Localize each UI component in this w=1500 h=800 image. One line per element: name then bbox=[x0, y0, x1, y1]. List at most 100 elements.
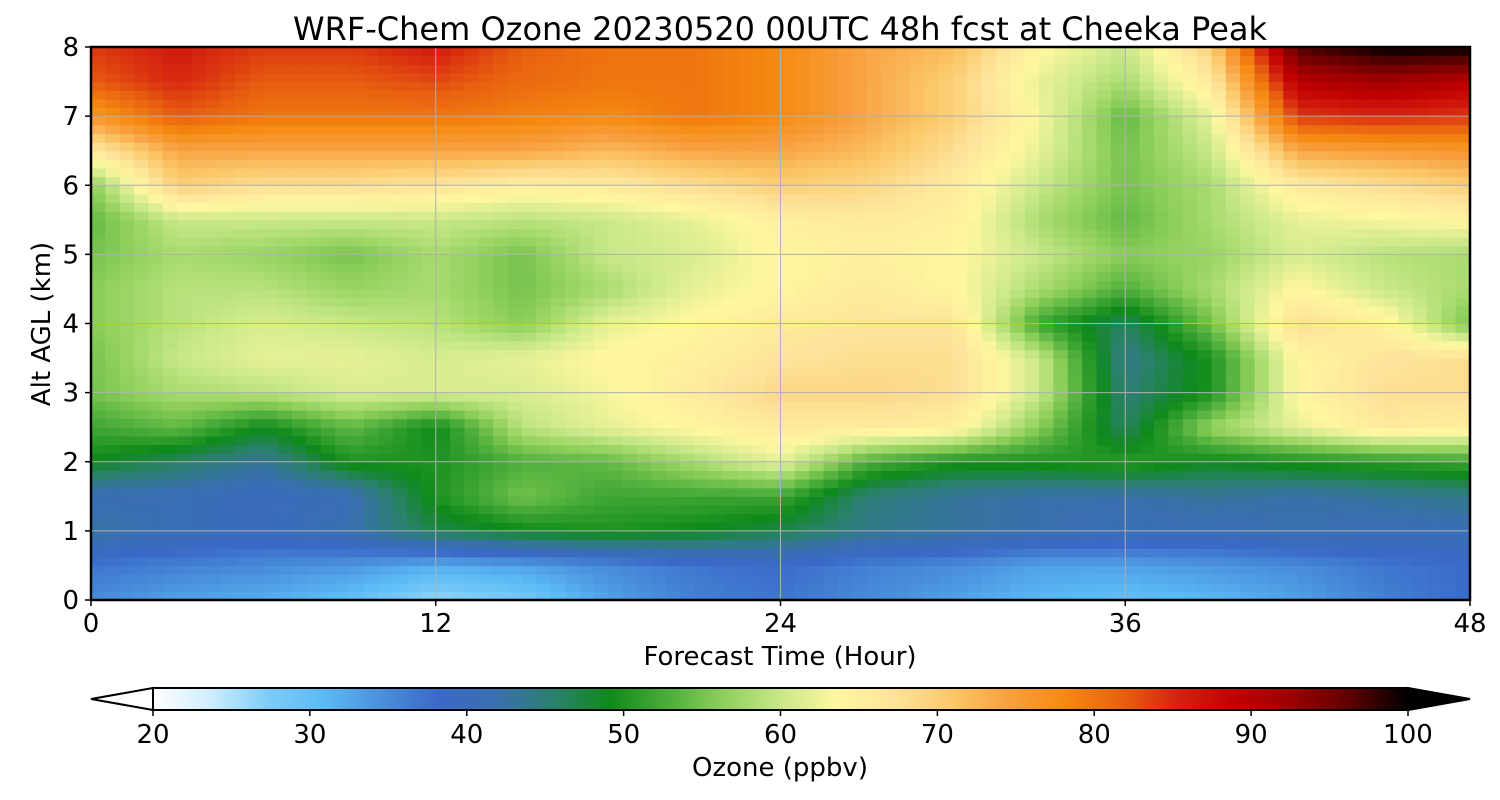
heatmap-cell bbox=[550, 539, 566, 549]
heatmap-cell bbox=[924, 332, 940, 342]
heatmap-cell bbox=[493, 582, 509, 592]
heatmap-cell bbox=[981, 444, 997, 454]
heatmap-cell bbox=[636, 219, 652, 230]
heatmap-cell bbox=[837, 496, 853, 506]
heatmap-cell bbox=[1441, 306, 1457, 316]
heatmap-cell bbox=[119, 263, 135, 273]
heatmap-cell bbox=[1067, 219, 1083, 230]
heatmap-cell bbox=[1125, 228, 1141, 238]
heatmap-cell bbox=[938, 358, 954, 368]
heatmap-cell bbox=[450, 582, 466, 592]
heatmap-cell bbox=[1211, 401, 1227, 411]
heatmap-cell bbox=[1326, 349, 1342, 359]
heatmap-cell bbox=[837, 366, 853, 376]
heatmap-cell bbox=[263, 401, 279, 411]
heatmap-cell bbox=[220, 193, 236, 204]
heatmap-cell bbox=[1139, 461, 1155, 471]
heatmap-cell bbox=[507, 314, 523, 325]
heatmap-cell bbox=[292, 522, 308, 532]
heatmap-cell bbox=[1311, 150, 1327, 160]
heatmap-cell bbox=[708, 530, 724, 541]
heatmap-cell bbox=[177, 392, 193, 402]
heatmap-cell bbox=[1225, 565, 1241, 575]
heatmap-cell bbox=[1326, 228, 1342, 238]
heatmap-cell bbox=[536, 435, 552, 446]
heatmap-cell bbox=[723, 340, 738, 351]
heatmap-cell bbox=[1412, 548, 1428, 558]
heatmap-cell bbox=[895, 332, 911, 342]
heatmap-cell bbox=[1311, 332, 1327, 342]
heatmap-cell bbox=[1254, 375, 1270, 385]
heatmap-cell bbox=[723, 332, 738, 342]
heatmap-cell bbox=[1383, 263, 1399, 273]
heatmap-cell bbox=[378, 513, 394, 523]
heatmap-cell bbox=[694, 297, 710, 307]
heatmap-cell bbox=[1010, 522, 1026, 532]
heatmap-cell bbox=[1326, 556, 1342, 567]
heatmap-cell bbox=[306, 444, 322, 454]
heatmap-cell bbox=[1441, 185, 1457, 195]
heatmap-cell bbox=[1053, 513, 1069, 523]
heatmap-cell bbox=[1398, 548, 1414, 558]
heatmap-cell bbox=[694, 332, 710, 342]
heatmap-cell bbox=[148, 487, 164, 497]
heatmap-cell bbox=[679, 288, 695, 299]
heatmap-cell bbox=[550, 496, 566, 506]
heatmap-cell bbox=[1024, 556, 1040, 567]
heatmap-cell bbox=[1182, 323, 1198, 333]
heatmap-cell bbox=[1311, 340, 1327, 351]
heatmap-cell bbox=[909, 591, 925, 600]
heatmap-cell bbox=[1297, 280, 1313, 290]
heatmap-cell bbox=[723, 401, 738, 411]
heatmap-cell bbox=[1355, 409, 1371, 420]
heatmap-cell bbox=[1268, 159, 1284, 169]
heatmap-cell bbox=[1455, 470, 1470, 480]
heatmap-cell bbox=[766, 332, 782, 342]
heatmap-cell bbox=[234, 496, 250, 506]
heatmap-cell bbox=[622, 280, 638, 290]
heatmap-cell bbox=[1039, 427, 1055, 437]
heatmap-cell bbox=[134, 254, 150, 264]
heatmap-cell bbox=[1412, 522, 1428, 532]
heatmap-cell bbox=[320, 211, 336, 221]
heatmap-cell bbox=[177, 522, 193, 532]
heatmap-cell bbox=[1082, 522, 1098, 532]
heatmap-cell bbox=[349, 530, 365, 541]
heatmap-cell bbox=[306, 574, 322, 584]
heatmap-cell bbox=[593, 288, 609, 299]
heatmap-cell bbox=[392, 548, 408, 558]
heatmap-cell bbox=[205, 349, 221, 359]
heatmap-cell bbox=[464, 392, 480, 402]
heatmap-cell bbox=[148, 556, 164, 567]
heatmap-cell bbox=[1168, 453, 1184, 463]
heatmap-cell bbox=[1297, 237, 1313, 247]
heatmap-cell bbox=[995, 383, 1011, 394]
heatmap-cell bbox=[1297, 401, 1313, 411]
heatmap-cell bbox=[435, 323, 451, 333]
heatmap-cell bbox=[306, 193, 322, 204]
heatmap-cell bbox=[995, 332, 1011, 342]
heatmap-cell bbox=[407, 176, 422, 186]
heatmap-cell bbox=[1197, 522, 1213, 532]
heatmap-cell bbox=[924, 418, 940, 428]
heatmap-cell bbox=[938, 427, 954, 437]
heatmap-cell bbox=[1283, 202, 1299, 212]
heatmap-cell bbox=[1254, 366, 1270, 376]
heatmap-cell bbox=[622, 548, 638, 558]
heatmap-cell bbox=[995, 487, 1011, 497]
heatmap-cell bbox=[1096, 323, 1112, 333]
heatmap-cell bbox=[881, 591, 897, 600]
heatmap-cell bbox=[1082, 340, 1098, 351]
heatmap-cell bbox=[363, 366, 379, 376]
heatmap-cell bbox=[809, 323, 825, 333]
heatmap-cell bbox=[881, 375, 897, 385]
heatmap-cell bbox=[536, 539, 552, 549]
heatmap-cell bbox=[1412, 219, 1428, 230]
heatmap-cell bbox=[349, 582, 365, 592]
heatmap-cell bbox=[421, 228, 437, 238]
heatmap-cell bbox=[608, 392, 624, 402]
heatmap-cell bbox=[924, 427, 940, 437]
heatmap-cell bbox=[665, 323, 681, 333]
heatmap-cell bbox=[1340, 349, 1356, 359]
heatmap-cell bbox=[852, 487, 868, 497]
